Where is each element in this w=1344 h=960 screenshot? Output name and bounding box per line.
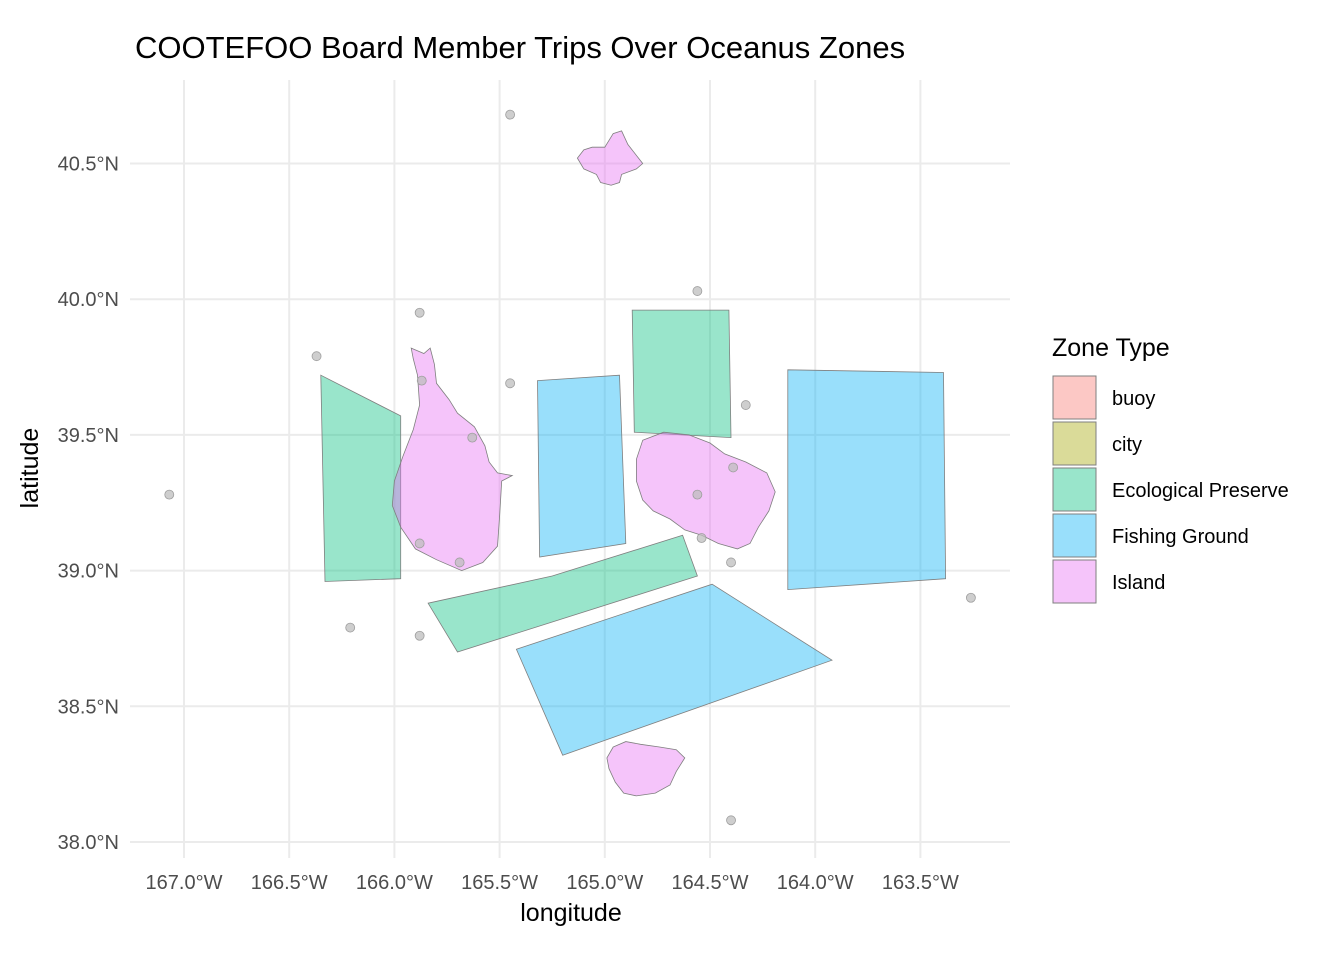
- zone-fishing-ground: [515, 583, 833, 756]
- trip-point: [505, 109, 516, 120]
- legend: Zone Type buoy city Ecological Preserve Fis…: [1052, 334, 1289, 604]
- legend-label: buoy: [1112, 388, 1155, 410]
- zone-island: [636, 431, 776, 550]
- trip-point: [726, 557, 736, 568]
- zone-ecological-preserve: [631, 309, 732, 439]
- trip-point: [414, 630, 425, 641]
- legend-label: city: [1112, 434, 1142, 456]
- legend-swatch: [1052, 467, 1097, 512]
- legend-swatch: [1052, 421, 1097, 466]
- legend-swatch: [1052, 559, 1097, 604]
- x-tick-label: 164.0°W: [777, 872, 854, 894]
- trip-point: [692, 489, 703, 500]
- trip-point: [740, 400, 751, 410]
- x-tick-label: 166.0°W: [356, 872, 433, 894]
- zone-island: [606, 741, 686, 797]
- grid: [130, 80, 1010, 858]
- trip-point: [414, 538, 425, 549]
- y-tick-label: 40.5°N: [58, 154, 119, 176]
- trip-point: [164, 489, 175, 500]
- trip-point: [454, 557, 465, 568]
- legend-swatch: [1052, 513, 1097, 558]
- legend-label: Ecological Preserve: [1112, 480, 1289, 502]
- zone-ecological-preserve: [320, 374, 402, 582]
- zone-fishing-ground: [537, 374, 627, 558]
- y-tick-label: 38.0°N: [58, 832, 119, 854]
- trip-point: [696, 533, 707, 543]
- x-tick-label: 163.5°W: [882, 872, 959, 894]
- y-tick-label: 39.0°N: [58, 561, 119, 583]
- y-tick-label: 40.0°N: [58, 289, 119, 311]
- y-axis-title: latitude: [16, 428, 44, 509]
- y-tick-label: 38.5°N: [58, 696, 119, 718]
- x-tick-label: 164.5°W: [672, 872, 749, 894]
- x-tick-label: 165.5°W: [461, 872, 538, 894]
- trip-point: [505, 378, 516, 389]
- x-tick-label: 165.0°W: [566, 872, 643, 894]
- trip-point: [692, 286, 703, 296]
- trip-point: [726, 815, 736, 826]
- zone-island: [576, 130, 644, 186]
- zones-layer: [320, 130, 947, 797]
- trip-point: [416, 375, 427, 386]
- chart-title: COOTEFOO Board Member Trips Over Oceanus…: [135, 30, 905, 65]
- trip-points-layer: [164, 109, 976, 826]
- trip-point: [467, 432, 478, 443]
- y-tick-label: 39.5°N: [58, 425, 119, 447]
- x-tick-label: 167.0°W: [146, 872, 223, 894]
- zone-island: [391, 347, 514, 572]
- trip-point: [345, 622, 356, 633]
- legend-title: Zone Type: [1052, 334, 1170, 362]
- zone-fishing-ground: [787, 369, 947, 591]
- axis-ticks: 167.0°W 166.5°W 166.0°W 165.5°W 165.0°W 164.5…: [58, 154, 959, 895]
- trip-point: [414, 307, 425, 318]
- trip-point: [311, 351, 322, 362]
- x-tick-label: 166.5°W: [251, 872, 328, 894]
- trip-point: [965, 592, 976, 603]
- trip-point: [728, 462, 739, 473]
- x-axis-title: longitude: [520, 899, 621, 927]
- legend-swatch: [1052, 375, 1097, 420]
- zone-ecological-preserve: [427, 534, 698, 653]
- legend-label: Fishing Ground: [1112, 526, 1249, 548]
- legend-label: Island: [1112, 572, 1165, 594]
